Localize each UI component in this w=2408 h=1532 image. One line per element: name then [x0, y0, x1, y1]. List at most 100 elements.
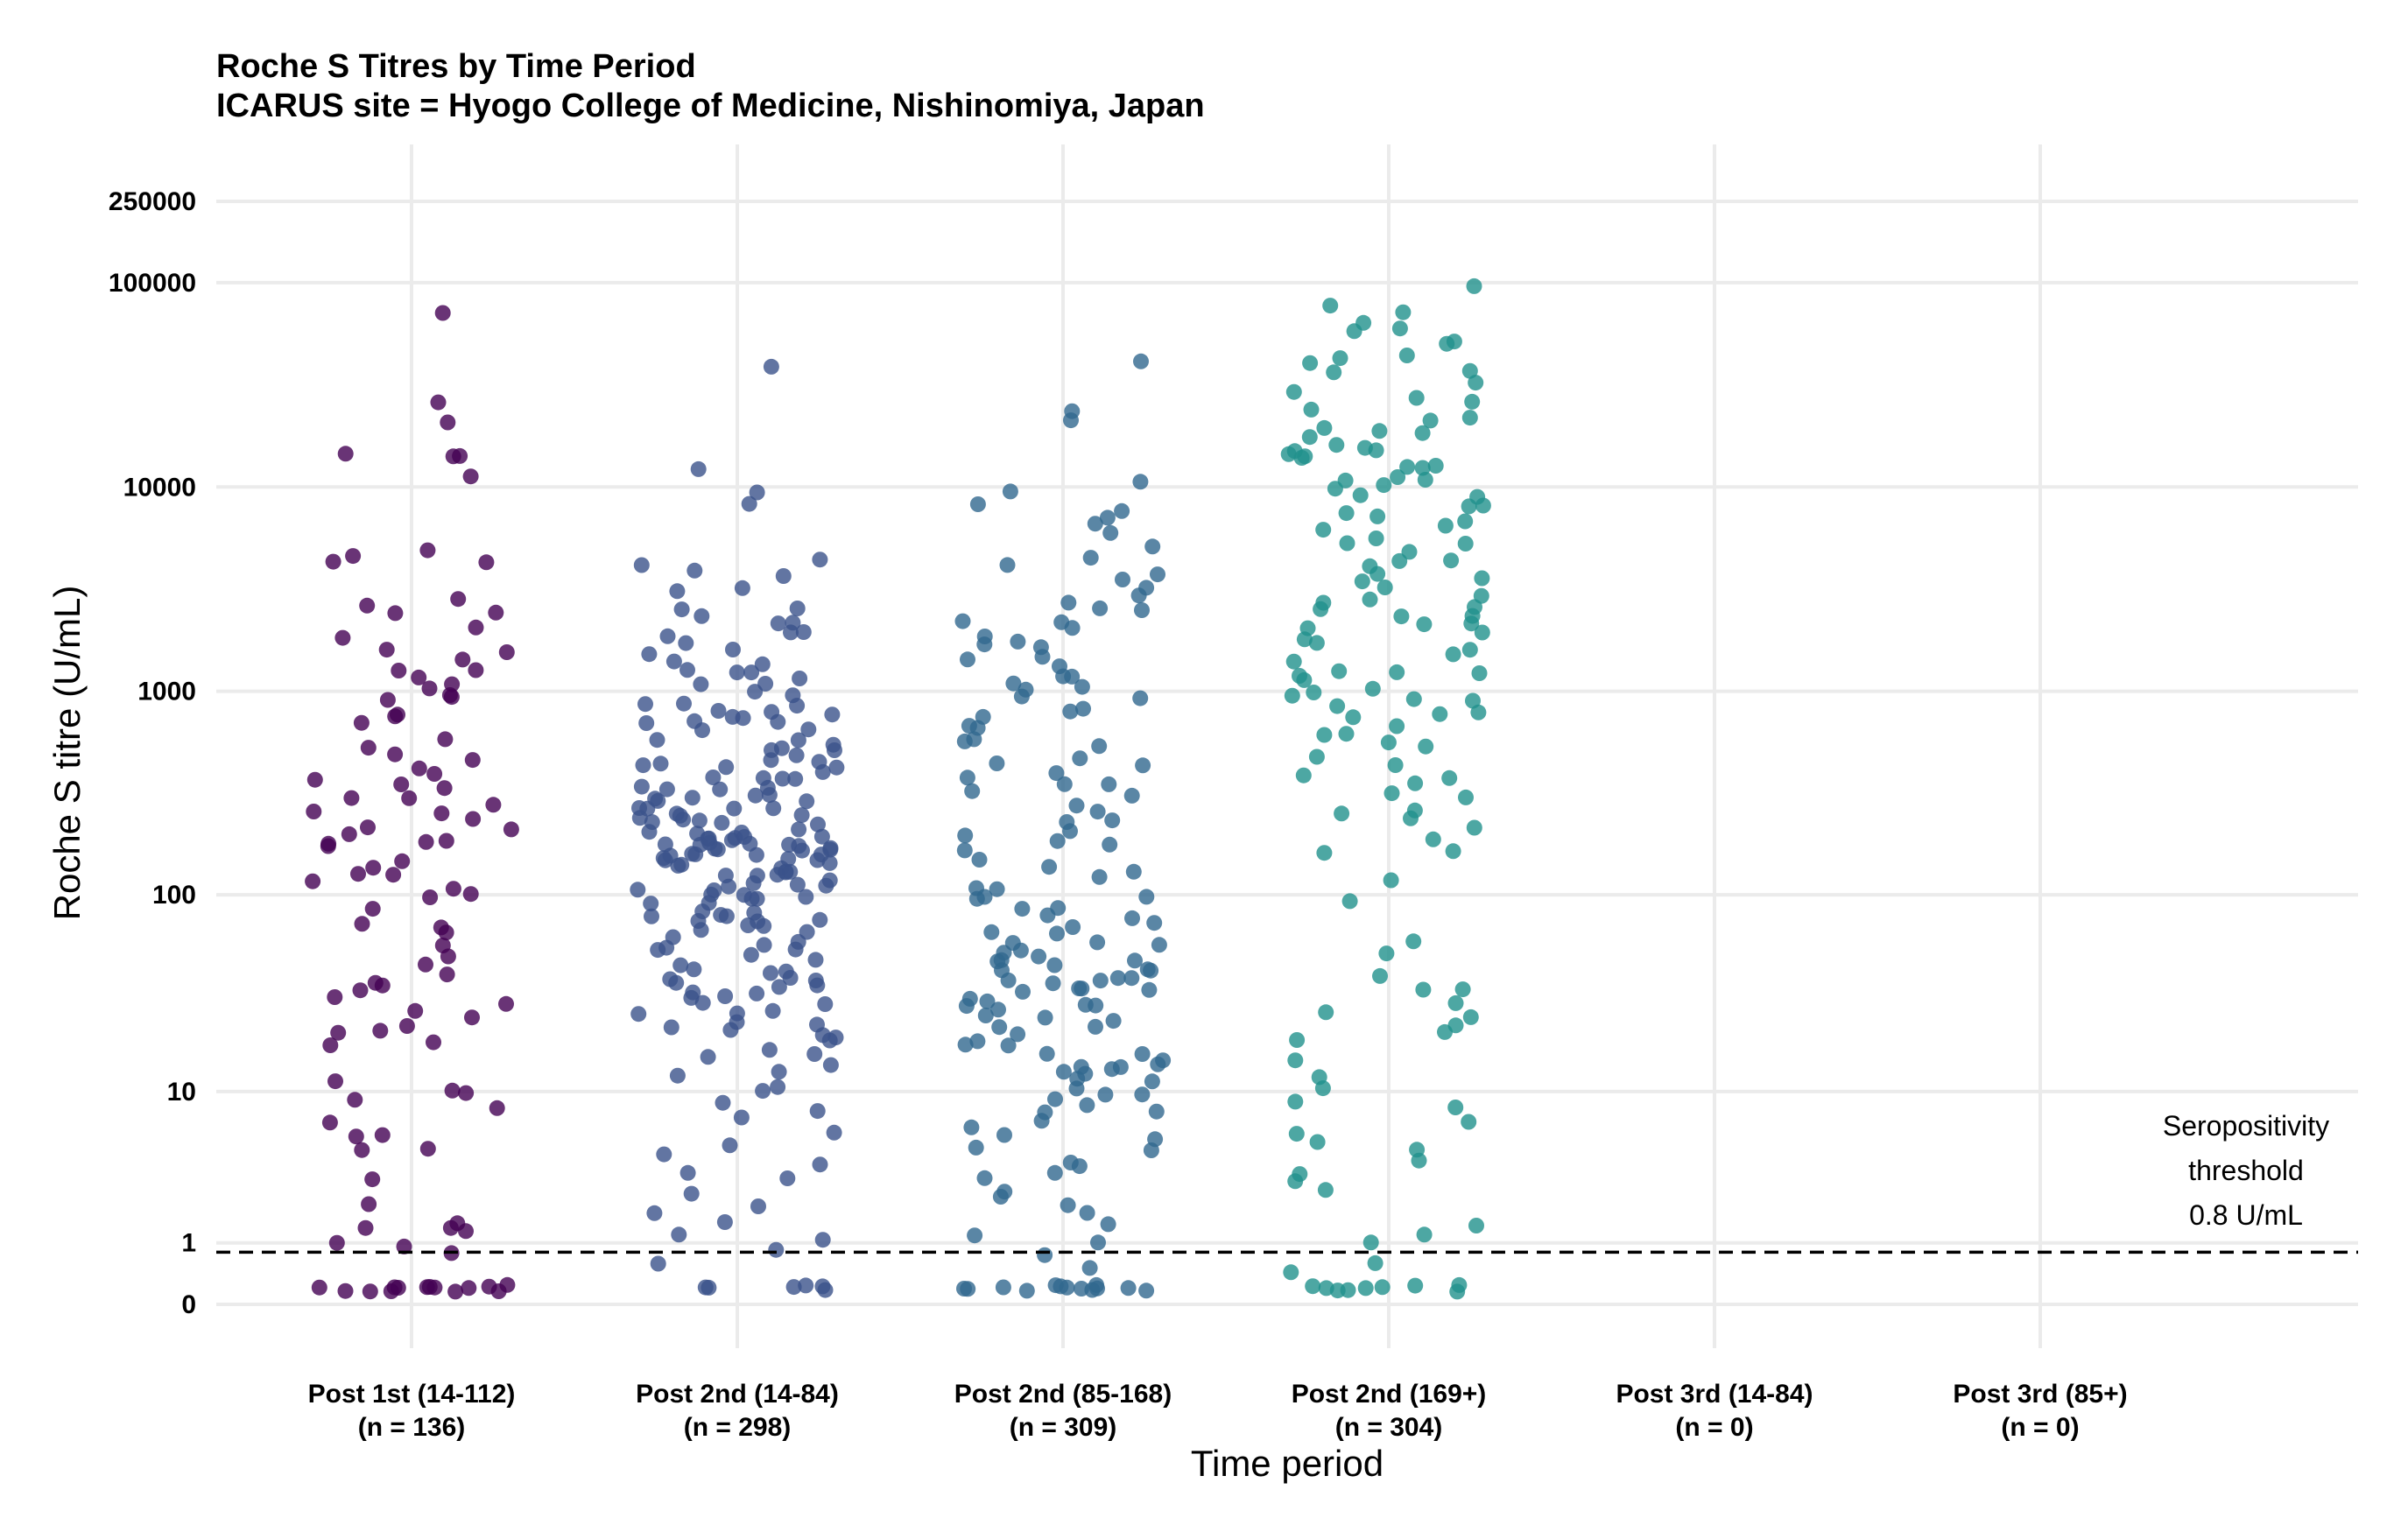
data-point [792, 671, 808, 686]
data-point [1447, 994, 1464, 1011]
data-point [1316, 727, 1333, 743]
y-tick-label: 0 [181, 1290, 196, 1319]
data-point [468, 619, 484, 636]
data-point [311, 1279, 327, 1296]
data-point [1411, 1152, 1427, 1169]
data-point [1101, 776, 1117, 792]
data-point [959, 770, 975, 786]
data-point [1062, 703, 1079, 720]
data-point [1327, 481, 1343, 497]
data-point [822, 841, 839, 858]
data-point [798, 1277, 814, 1294]
data-point [386, 1279, 403, 1296]
data-point [960, 651, 975, 668]
data-point [1354, 573, 1370, 590]
data-point [360, 740, 377, 756]
x-tick-count: (n = 298) [684, 1413, 792, 1442]
data-point [1313, 601, 1329, 617]
data-point [396, 1238, 412, 1254]
data-point [1012, 942, 1029, 959]
data-point [341, 826, 357, 842]
data-point [1005, 675, 1022, 692]
data-point [1150, 566, 1165, 583]
data-point [1376, 477, 1392, 494]
data-point [1065, 919, 1081, 935]
data-point [1317, 1182, 1334, 1198]
data-point [458, 1085, 475, 1101]
data-point [1010, 1026, 1026, 1043]
data-point [761, 787, 778, 804]
data-point [1371, 423, 1388, 439]
y-tick-label: 10 [167, 1078, 196, 1107]
data-point [763, 752, 779, 769]
data-point [1127, 952, 1143, 969]
data-point [1150, 1056, 1166, 1072]
data-point [770, 1079, 786, 1095]
data-point [407, 1002, 424, 1019]
data-point [954, 613, 971, 629]
data-point [1466, 819, 1482, 836]
data-point [1387, 757, 1404, 773]
data-point [462, 468, 479, 485]
data-point [1114, 502, 1130, 519]
data-point [325, 553, 341, 570]
data-point [1132, 474, 1149, 490]
data-point [1326, 364, 1342, 381]
data-point [1134, 1086, 1151, 1103]
data-point [1364, 680, 1381, 697]
data-point [354, 1142, 370, 1158]
data-point [1047, 1091, 1063, 1107]
data-point [809, 977, 826, 994]
data-point [390, 706, 405, 723]
data-point [398, 1018, 415, 1034]
data-point [306, 771, 323, 788]
data-point [391, 663, 407, 678]
data-point [481, 1278, 497, 1295]
data-point [659, 628, 676, 644]
data-point [1132, 690, 1149, 706]
data-point [1443, 552, 1460, 569]
data-point [411, 760, 427, 777]
data-point [725, 642, 741, 657]
data-point [668, 974, 685, 991]
data-point [771, 1064, 787, 1080]
data-point [717, 988, 734, 1004]
data-point [461, 1280, 477, 1297]
data-point [1120, 1280, 1137, 1297]
data-point [1296, 671, 1313, 688]
data-point [1309, 1134, 1326, 1150]
data-point [693, 676, 709, 692]
data-point [393, 777, 410, 792]
data-point [821, 854, 838, 871]
data-point [488, 604, 504, 621]
data-point [1398, 348, 1415, 363]
data-point [418, 833, 434, 850]
y-tick-label: 250000 [109, 187, 196, 216]
data-point [1090, 1234, 1106, 1251]
data-point [348, 1128, 364, 1145]
data-point [1037, 1009, 1053, 1026]
data-point [1138, 1283, 1155, 1299]
data-point [989, 881, 1005, 897]
x-tick-count: (n = 136) [358, 1413, 466, 1442]
data-point [1339, 535, 1355, 552]
data-point [374, 977, 391, 994]
data-point [1464, 393, 1481, 410]
data-point [694, 994, 711, 1011]
data-point [1391, 320, 1408, 337]
data-point [1457, 513, 1474, 530]
data-point [747, 684, 764, 700]
data-point [1338, 726, 1355, 742]
data-point [468, 662, 484, 678]
data-point [750, 1198, 766, 1214]
data-point [1461, 498, 1477, 515]
data-point [1018, 1283, 1035, 1299]
data-point [438, 833, 454, 849]
data-point [1302, 355, 1319, 371]
data-point [1064, 620, 1081, 636]
data-point [1447, 1100, 1464, 1115]
data-point [705, 770, 722, 785]
data-point [1399, 459, 1416, 475]
data-point [444, 1082, 461, 1099]
data-point [1417, 472, 1433, 488]
